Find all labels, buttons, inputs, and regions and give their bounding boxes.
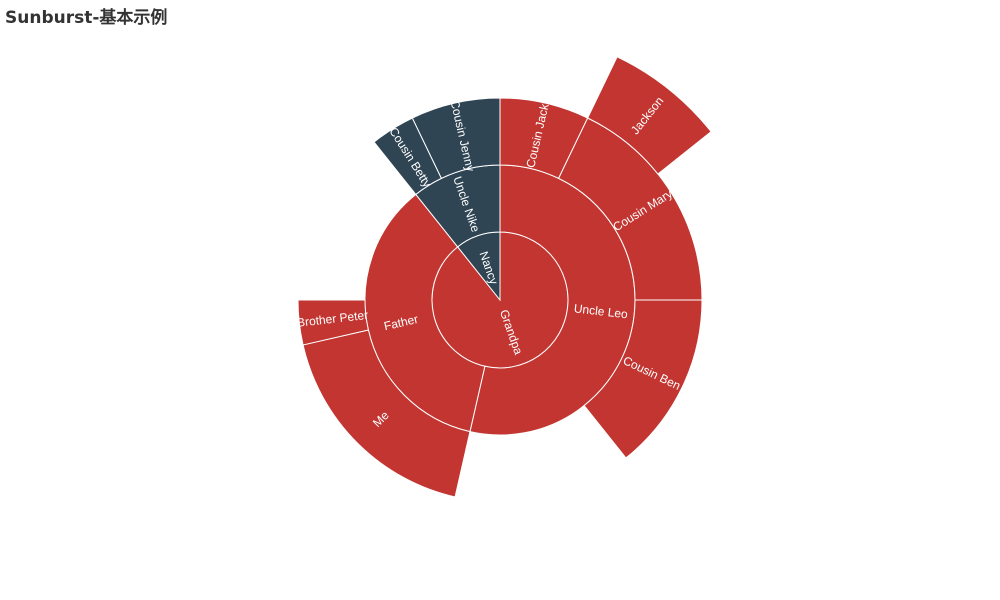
label-uncle-leo: Uncle Leo: [573, 301, 629, 321]
chart-title: Sunburst-基本示例: [5, 8, 168, 28]
sunburst-segments: [297, 56, 712, 498]
segment-jackson[interactable]: [586, 56, 712, 175]
segment-brother-peter[interactable]: [297, 299, 369, 346]
segment-cousin-ben[interactable]: [583, 299, 703, 459]
segment-cousin-jenny[interactable]: [411, 97, 501, 180]
